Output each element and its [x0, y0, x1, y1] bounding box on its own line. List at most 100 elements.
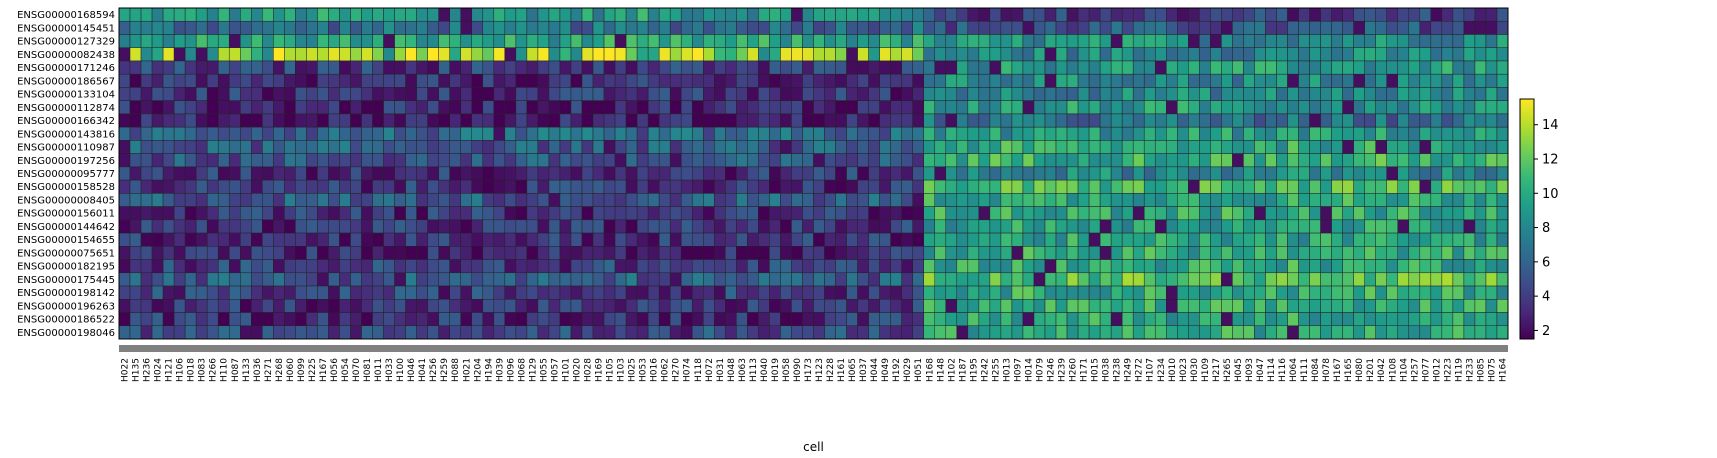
heatmap-cell [1452, 312, 1465, 327]
heatmap-cell [328, 87, 340, 101]
heatmap-cell [162, 166, 175, 181]
heatmap-cell [758, 34, 770, 48]
heatmap-cell [1309, 126, 1321, 141]
heatmap-cell [482, 246, 495, 260]
heatmap-cell [945, 219, 958, 234]
heatmap-cell [923, 126, 936, 141]
cell-label: H223 [1443, 358, 1453, 382]
heatmap-cell [967, 7, 980, 22]
heatmap-cell [482, 219, 495, 234]
heatmap-cell [1342, 312, 1354, 327]
heatmap-cell [140, 73, 153, 88]
heatmap-cell [217, 312, 230, 327]
heatmap-cell [1276, 47, 1288, 62]
heatmap-cell [350, 299, 362, 313]
cell-label: H268 [275, 358, 285, 382]
heatmap-cell [934, 153, 947, 168]
heatmap-cell [780, 34, 792, 48]
heatmap-cell [217, 100, 230, 115]
heatmap-cell [570, 232, 583, 247]
heatmap-cell [680, 179, 693, 194]
heatmap-cell [1353, 126, 1365, 141]
heatmap-cell [482, 140, 495, 154]
heatmap-cell [195, 312, 208, 327]
colorbar-tick-label: 6 [1542, 255, 1550, 270]
heatmap-cell [1298, 73, 1310, 88]
heatmap-cell [691, 100, 704, 115]
heatmap-cell [1342, 325, 1354, 340]
heatmap-cell [449, 166, 461, 181]
heatmap-cell [1276, 272, 1288, 287]
heatmap-cell [934, 113, 947, 128]
heatmap-cell [217, 259, 230, 274]
heatmap-cell [460, 153, 473, 168]
heatmap-cell [1276, 193, 1288, 207]
heatmap-cell [714, 259, 726, 274]
gene-label: ENSG00000198142 [17, 288, 115, 299]
heatmap-cell [526, 113, 539, 128]
heatmap-cell [482, 312, 495, 327]
heatmap-cell [482, 325, 495, 340]
heatmap-cell [306, 60, 318, 75]
heatmap-cell [559, 34, 572, 48]
heatmap-cell [1011, 285, 1024, 300]
heatmap-cell [295, 20, 307, 35]
heatmap-cell [1441, 140, 1454, 154]
heatmap-cell [1011, 166, 1024, 181]
heatmap-cell [625, 113, 638, 128]
heatmap-cell [460, 312, 473, 327]
heatmap-cell [184, 259, 197, 274]
heatmap-cell [339, 87, 351, 101]
heatmap-cell [614, 312, 627, 327]
heatmap-cell [1121, 100, 1134, 115]
heatmap-cell [129, 179, 142, 194]
cell-label: H101 [561, 358, 571, 382]
heatmap-cell [1221, 299, 1233, 313]
heatmap-cell [1055, 219, 1068, 234]
heatmap-cell [306, 140, 318, 154]
heatmap-cell [1342, 232, 1354, 247]
heatmap-cell [548, 34, 561, 48]
heatmap-cell [217, 47, 230, 62]
heatmap-cell [405, 113, 417, 128]
heatmap-cell [306, 285, 318, 300]
cell-label: H049 [881, 358, 891, 382]
heatmap-cell [1000, 87, 1013, 101]
heatmap-cell [273, 246, 285, 260]
heatmap-cell [118, 87, 131, 101]
colorbar-tick-label: 2 [1542, 324, 1550, 339]
heatmap-cell [1298, 47, 1310, 62]
heatmap-cell [978, 7, 991, 22]
gene-label: ENSG00000154655 [17, 235, 115, 246]
heatmap-cell [328, 73, 340, 88]
heatmap-cell [1243, 113, 1255, 128]
heatmap-cell [945, 312, 958, 327]
heatmap-cell [1055, 153, 1068, 168]
heatmap-cell [978, 140, 991, 154]
heatmap-cell [945, 206, 958, 221]
heatmap-cell [394, 140, 406, 154]
heatmap-cell [669, 219, 682, 234]
cell-label: H110 [220, 358, 230, 382]
heatmap-cell [581, 179, 594, 194]
heatmap-cell [691, 259, 704, 274]
heatmap-cell [890, 219, 902, 234]
heatmap-cell [1232, 87, 1244, 101]
heatmap-cell [636, 7, 649, 22]
heatmap-cell [1408, 206, 1421, 221]
heatmap-cell [956, 232, 969, 247]
heatmap-cell [262, 299, 274, 313]
heatmap-cell [1177, 100, 1189, 115]
heatmap-cell [1496, 259, 1509, 274]
heatmap-cell [262, 153, 274, 168]
heatmap-cell [1121, 272, 1134, 287]
heatmap-cell [1254, 232, 1266, 247]
heatmap-cell [691, 272, 704, 287]
heatmap-cell [548, 312, 561, 327]
heatmap-cell [251, 299, 263, 313]
heatmap-cell [967, 47, 980, 62]
heatmap-cell [1441, 166, 1454, 181]
heatmap-cell [482, 153, 495, 168]
heatmap-cell [879, 140, 891, 154]
cell-label: H051 [914, 358, 924, 382]
